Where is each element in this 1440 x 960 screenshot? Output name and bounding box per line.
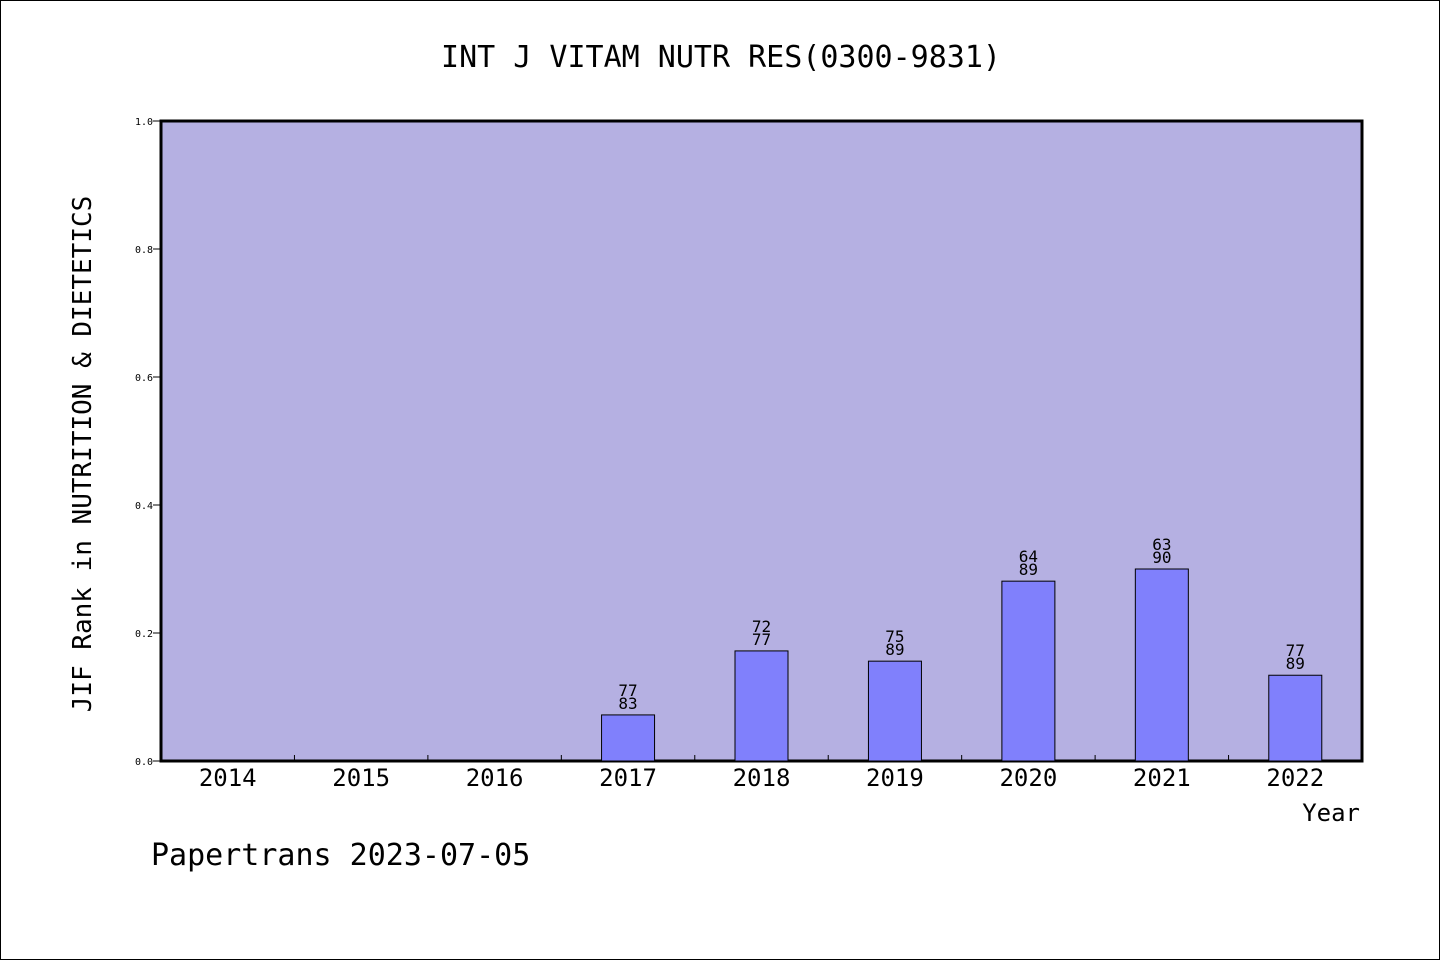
- y-tick-label: 1.0: [135, 117, 153, 128]
- x-tick-label: 2017: [599, 764, 657, 792]
- y-axis-ticks: 0.0 0.2 0.4 0.6 0.8 1.0: [135, 117, 161, 768]
- bar-2018: [734, 650, 789, 762]
- y-tick-label: 0.6: [135, 373, 153, 384]
- x-tick-label: 2019: [866, 764, 924, 792]
- bar-label-total-2020: 89: [1019, 560, 1038, 579]
- bar-label-rank-2020: 64: [1019, 547, 1038, 566]
- y-tick-label: 0.0: [135, 757, 153, 768]
- bar-label-total-2021: 90: [1152, 548, 1171, 567]
- x-tick-label: 2016: [466, 764, 524, 792]
- bar-2021: [1134, 568, 1189, 762]
- x-tick-label: 2021: [1133, 764, 1191, 792]
- bar-label-rank-2017: 77: [618, 681, 637, 700]
- y-tick-label: 0.8: [135, 245, 153, 256]
- bar-label-rank-2021: 63: [1152, 535, 1171, 554]
- y-axis-label: JIF Rank in NUTRITION & DIETETICS: [68, 196, 98, 713]
- bar-2017: [601, 714, 656, 762]
- bar-label-total-2017: 83: [618, 694, 637, 713]
- bar-label-rank-2022: 77: [1286, 641, 1305, 660]
- bar-label-rank-2019: 75: [885, 627, 904, 646]
- bar-2020: [1001, 580, 1056, 762]
- x-tick-label: 2014: [199, 764, 257, 792]
- bar-label-total-2022: 89: [1286, 654, 1305, 673]
- x-tick-label: 2015: [332, 764, 390, 792]
- bar-2019: [867, 660, 922, 762]
- y-tick-label: 0.2: [135, 629, 153, 640]
- x-axis-ticks: 2014 2015 2016 2017 2018 2019 2020 2021 2022: [199, 755, 1324, 792]
- y-tick-label: 0.4: [135, 501, 153, 512]
- chart-title: INT J VITAM NUTR RES(0300-9831): [441, 40, 1001, 75]
- bar-label-rank-2018: 72: [752, 617, 771, 636]
- bar-label-total-2019: 89: [885, 640, 904, 659]
- x-tick-label: 2018: [733, 764, 791, 792]
- x-axis-label: Year: [1302, 799, 1360, 827]
- bar-2022: [1268, 674, 1323, 762]
- footer-stamp: Papertrans 2023-07-05: [151, 838, 530, 873]
- bar-label-total-2018: 77: [752, 630, 771, 649]
- bars: [601, 568, 1323, 762]
- x-tick-label: 2020: [999, 764, 1057, 792]
- x-tick-label: 2022: [1266, 764, 1324, 792]
